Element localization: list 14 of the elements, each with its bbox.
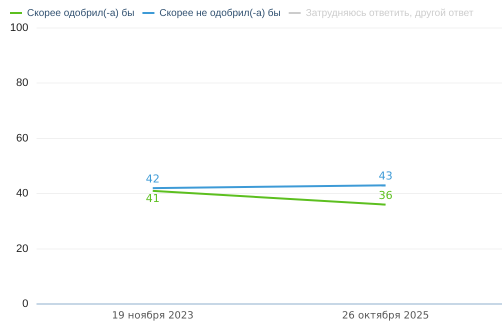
- legend-label: Скорее одобрил(-а) бы: [27, 8, 134, 19]
- y-tick-label: 20: [16, 242, 28, 255]
- y-tick-label: 40: [16, 188, 28, 200]
- data-label: 41: [146, 192, 160, 206]
- y-tick-label: 100: [10, 22, 28, 34]
- data-label: 36: [378, 189, 393, 202]
- data-label: 42: [146, 172, 160, 186]
- data-label: 43: [378, 170, 393, 183]
- y-tick-label: 0: [22, 298, 28, 310]
- y-tick-label: 80: [16, 77, 28, 90]
- x-tick-label: 19 ноября 2023: [112, 310, 194, 322]
- legend-label: Скорее не одобрил(-а) бы: [159, 8, 281, 19]
- y-tick-label: 60: [16, 132, 28, 144]
- x-tick-label: 26 октября 2025: [342, 310, 430, 322]
